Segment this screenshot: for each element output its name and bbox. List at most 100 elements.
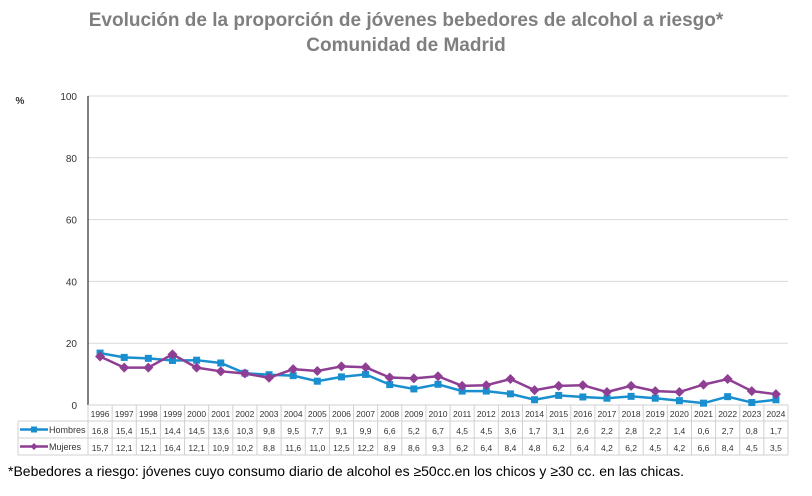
data-point xyxy=(577,380,588,391)
x-tick-label: 2003 xyxy=(260,409,279,419)
x-tick-label: 2000 xyxy=(187,409,206,419)
data-point xyxy=(191,362,202,373)
x-tick-label: 1998 xyxy=(139,409,158,419)
data-label: 8,8 xyxy=(263,443,275,453)
data-point xyxy=(217,359,225,367)
data-label: 4,2 xyxy=(673,443,685,453)
data-label: 6,2 xyxy=(625,443,637,453)
data-point xyxy=(193,356,201,364)
x-tick-label: 2001 xyxy=(211,409,230,419)
data-label: 6,7 xyxy=(432,426,444,436)
data-label: 11,6 xyxy=(285,443,301,453)
x-tick-label: 2004 xyxy=(284,409,303,419)
data-point xyxy=(482,387,490,395)
data-point xyxy=(215,366,226,377)
data-label: 0,6 xyxy=(698,426,710,436)
data-label: 12,5 xyxy=(333,443,350,453)
y-tick-label: 40 xyxy=(66,277,78,288)
data-point xyxy=(313,377,321,385)
data-point xyxy=(675,397,683,405)
data-label: 1,7 xyxy=(529,426,541,436)
x-tick-label: 2009 xyxy=(404,409,423,419)
data-point xyxy=(289,372,297,380)
data-label: 10,3 xyxy=(237,426,254,436)
x-tick-label: 2008 xyxy=(380,409,399,419)
data-label: 13,6 xyxy=(212,426,229,436)
data-point xyxy=(772,396,780,404)
data-label: 6,4 xyxy=(480,443,492,453)
data-point xyxy=(433,371,443,382)
x-tick-label: 2006 xyxy=(332,409,351,419)
data-label: 4,5 xyxy=(480,426,492,436)
data-label: 3,1 xyxy=(553,426,565,436)
data-label: 2,6 xyxy=(577,426,589,436)
data-point xyxy=(481,380,492,391)
legend-marker xyxy=(31,426,37,433)
data-point xyxy=(746,386,757,397)
data-label: 12,2 xyxy=(357,443,374,453)
x-tick-label: 2017 xyxy=(598,409,617,419)
x-tick-label: 2010 xyxy=(429,409,448,419)
x-tick-label: 2016 xyxy=(573,409,592,419)
data-point xyxy=(337,373,345,381)
data-label: 10,9 xyxy=(212,443,229,453)
data-point xyxy=(700,399,708,407)
x-tick-label: 2011 xyxy=(453,409,472,419)
data-label: 3,6 xyxy=(504,426,516,436)
data-label: 15,4 xyxy=(116,426,133,436)
data-point xyxy=(698,379,709,390)
data-label: 16,4 xyxy=(164,443,181,453)
data-point xyxy=(336,361,347,372)
data-point xyxy=(603,394,611,402)
data-point xyxy=(312,366,323,377)
data-label: 1,4 xyxy=(673,426,685,436)
data-point xyxy=(239,368,250,379)
chart-subtitle: Comunidad de Madrid xyxy=(306,35,506,56)
x-tick-label: 2021 xyxy=(694,409,713,419)
data-point xyxy=(601,387,612,398)
y-tick-label: 60 xyxy=(66,216,78,227)
data-point xyxy=(167,349,178,360)
data-label: 15,1 xyxy=(140,426,157,436)
data-label: 12,1 xyxy=(116,443,133,453)
x-tick-label: 2022 xyxy=(718,409,737,419)
data-point xyxy=(410,385,418,393)
y-tick-label: 20 xyxy=(66,339,78,350)
data-point xyxy=(506,390,514,398)
x-tick-label: 2023 xyxy=(742,409,761,419)
data-label: 1,7 xyxy=(770,426,782,436)
data-point xyxy=(144,354,152,362)
x-tick-label: 2002 xyxy=(235,409,254,419)
data-label: 4,5 xyxy=(649,443,661,453)
x-tick-label: 2020 xyxy=(670,409,689,419)
data-point xyxy=(458,387,466,395)
data-point xyxy=(553,380,564,391)
data-label: 14,5 xyxy=(188,426,205,436)
data-label: 11,0 xyxy=(309,443,325,453)
data-label: 0,8 xyxy=(746,426,758,436)
data-label: 8,6 xyxy=(408,443,420,453)
data-label: 6,2 xyxy=(456,443,468,453)
data-label: 4,2 xyxy=(601,443,613,453)
data-point xyxy=(579,393,587,401)
x-tick-label: 2024 xyxy=(766,409,785,419)
chart-title: Evolución de la proporción de jóvenes be… xyxy=(88,10,724,31)
data-point xyxy=(531,396,539,404)
data-label: 12,1 xyxy=(188,443,205,453)
data-point xyxy=(360,362,371,373)
data-point xyxy=(384,372,395,383)
data-point xyxy=(651,394,659,402)
data-label: 12,1 xyxy=(140,443,157,453)
data-point xyxy=(650,386,661,397)
data-point xyxy=(529,385,540,396)
data-label: 8,9 xyxy=(384,443,396,453)
x-tick-label: 2007 xyxy=(356,409,375,419)
data-point xyxy=(288,364,299,375)
data-label: 6,4 xyxy=(577,443,589,453)
data-point xyxy=(457,380,468,391)
data-point xyxy=(505,374,516,385)
data-point xyxy=(119,362,130,373)
data-point xyxy=(362,370,370,378)
